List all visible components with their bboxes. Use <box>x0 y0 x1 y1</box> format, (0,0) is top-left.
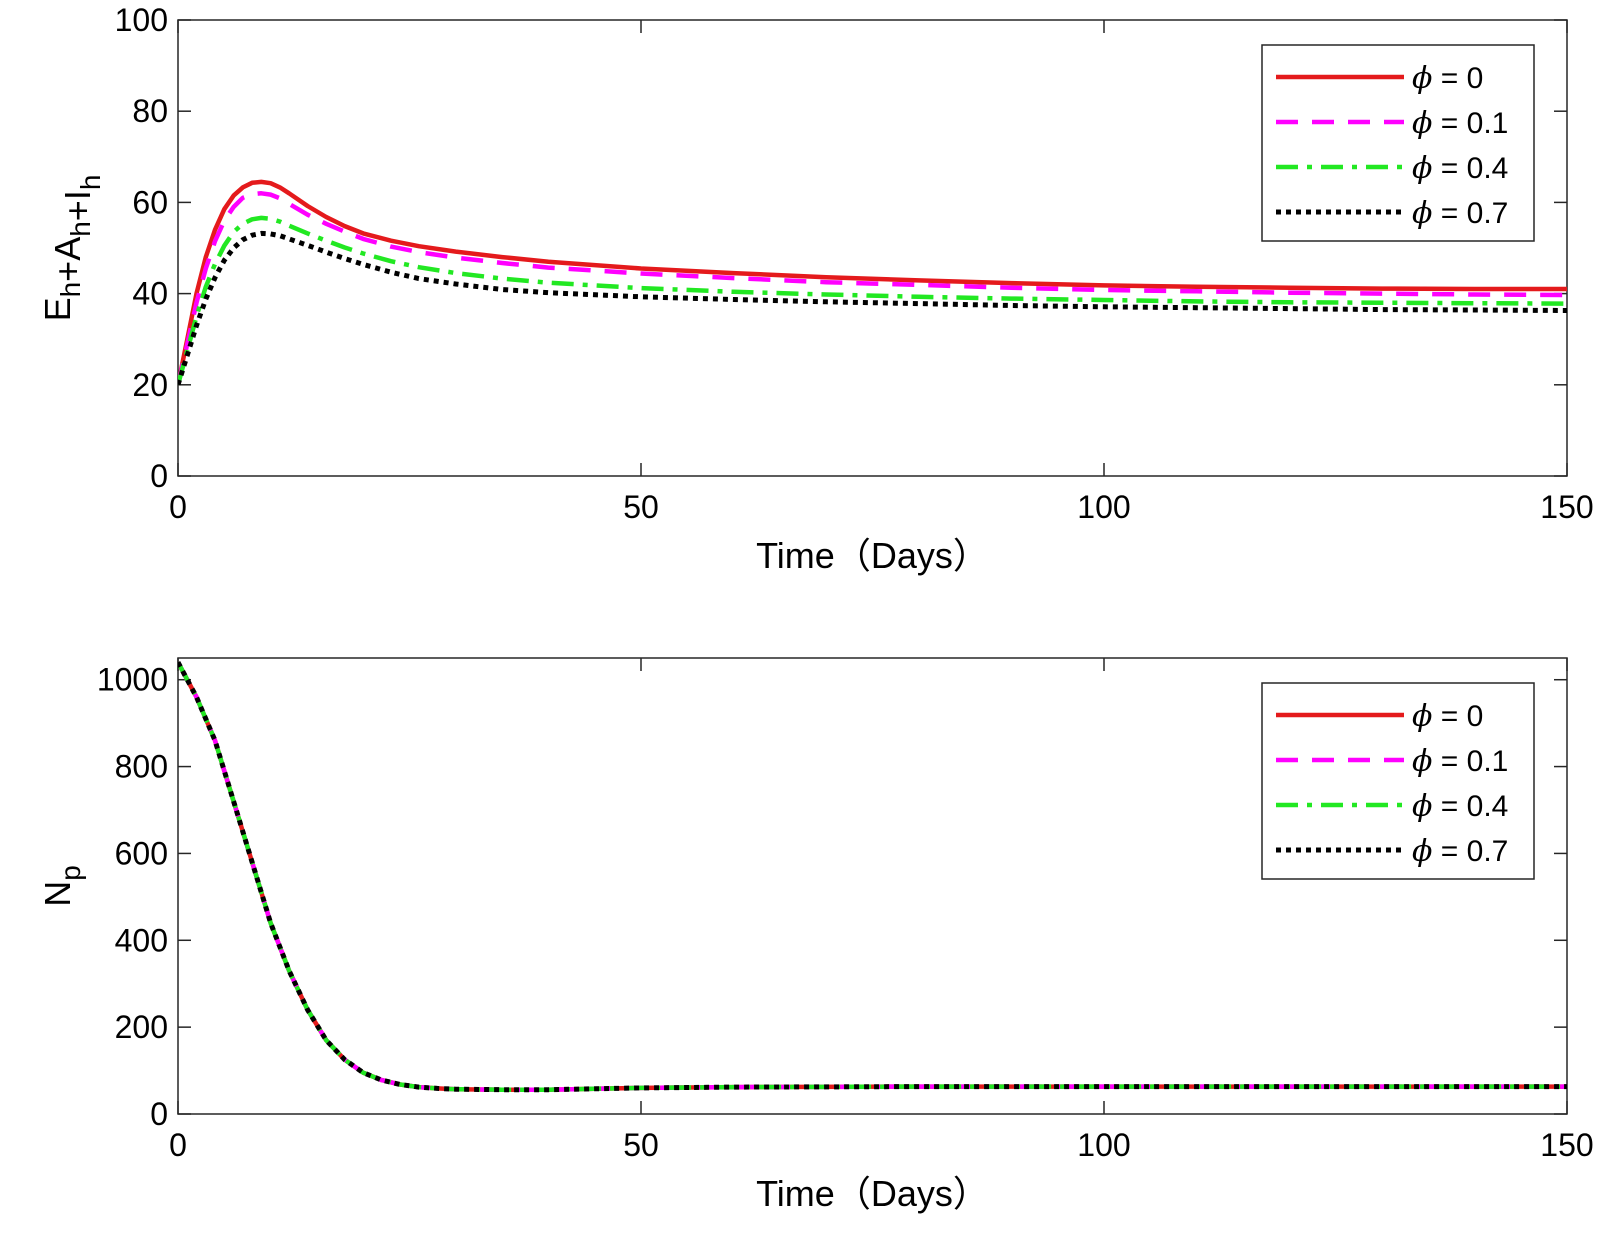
x-axis-label: Time（Days） <box>756 535 989 576</box>
legend-value-text: = 0.1 <box>1432 107 1508 140</box>
legend: ϕ = 0ϕ = 0.1ϕ = 0.4ϕ = 0.7 <box>1261 44 1535 242</box>
series-line-4 <box>178 230 1567 386</box>
legend-label-1: ϕ = 0 <box>1412 61 1483 96</box>
y-axis-label-part: N <box>37 881 78 907</box>
legend-label-2: ϕ = 0.1 <box>1412 106 1508 141</box>
x-tick-label: 50 <box>623 489 659 525</box>
x-axis-label: Time（Days） <box>756 1173 989 1214</box>
y-axis-label-part: E <box>37 297 78 321</box>
legend-value-text: = 0 <box>1432 62 1483 95</box>
chart-panel-2: 0 50 100 150 0 200 400 600 800 1000 Time（Days） Np ϕ … <box>37 657 1594 1214</box>
series-line-1 <box>178 179 1567 386</box>
y-axis-label: Eh+Ah+Ih <box>37 175 106 322</box>
y-tick-label: 80 <box>132 93 168 129</box>
y-tick-label: 20 <box>132 367 168 403</box>
legend: ϕ = 0ϕ = 0.1ϕ = 0.4ϕ = 0.7 <box>1261 682 1535 880</box>
y-axis-label-subscript: h <box>55 282 86 298</box>
series-line-4 <box>178 661 1567 1093</box>
legend-value-text: = 0.7 <box>1432 835 1508 868</box>
x-tick-label: 0 <box>169 1127 187 1163</box>
y-tick-label: 800 <box>115 749 168 785</box>
legend-value-text: = 0.7 <box>1432 197 1508 230</box>
x-tick-label: 100 <box>1077 1127 1130 1163</box>
series-group <box>178 179 1567 386</box>
legend-phi-symbol: ϕ <box>1412 106 1432 141</box>
legend-phi-symbol: ϕ <box>1412 699 1432 734</box>
legend-label-4: ϕ = 0.7 <box>1412 196 1508 231</box>
y-tick-label: 60 <box>132 184 168 220</box>
legend-value-text: = 0.4 <box>1432 790 1508 823</box>
plot-area-frame <box>177 19 1568 477</box>
legend-value-text: = 0.1 <box>1432 745 1508 778</box>
y-tick-label: 600 <box>115 835 168 871</box>
legend-label-4: ϕ = 0.7 <box>1412 834 1508 869</box>
legend-label-3: ϕ = 0.4 <box>1412 151 1508 186</box>
y-axis-label-subscript: p <box>55 865 86 881</box>
x-tick-label: 0 <box>169 489 187 525</box>
legend-phi-symbol: ϕ <box>1412 789 1432 824</box>
legend-phi-symbol: ϕ <box>1412 834 1432 869</box>
series-line-3 <box>178 215 1567 386</box>
y-tick-label: 400 <box>115 922 168 958</box>
y-tick-label: 1000 <box>97 662 168 698</box>
legend-phi-symbol: ϕ <box>1412 151 1432 186</box>
y-axis-label-part: +A <box>47 237 88 282</box>
y-axis-label: Np <box>37 865 86 907</box>
y-axis-label-subscript: h <box>65 221 96 237</box>
x-tick-label: 50 <box>623 1127 659 1163</box>
legend-value-text: = 0.4 <box>1432 152 1508 185</box>
legend-phi-symbol: ϕ <box>1412 196 1432 231</box>
legend-label-2: ϕ = 0.1 <box>1412 744 1508 779</box>
legend-phi-symbol: ϕ <box>1412 744 1432 779</box>
y-tick-label: 40 <box>132 276 168 312</box>
plot-area-frame <box>177 657 1568 1115</box>
y-axis-label-subscript: h <box>75 175 106 191</box>
series-group <box>178 661 1567 1093</box>
x-tick-label: 150 <box>1540 489 1593 525</box>
y-tick-label: 0 <box>150 1096 168 1132</box>
legend-value-text: = 0 <box>1432 700 1483 733</box>
x-tick-label: 100 <box>1077 489 1130 525</box>
legend-phi-symbol: ϕ <box>1412 61 1432 96</box>
chart-panel-1: 0 50 100 150020406080100Time（Days）Eh+Ah+Ihϕ… <box>37 2 1594 576</box>
legend-label-3: ϕ = 0.4 <box>1412 789 1508 824</box>
x-tick-label: 150 <box>1540 1127 1593 1163</box>
legend-label-1: ϕ = 0 <box>1412 699 1483 734</box>
series-line-2 <box>178 191 1567 386</box>
y-axis-label-part: +I <box>57 190 98 221</box>
y-tick-label: 200 <box>115 1009 168 1045</box>
y-tick-label: 100 <box>115 2 168 38</box>
y-tick-label: 0 <box>150 458 168 494</box>
